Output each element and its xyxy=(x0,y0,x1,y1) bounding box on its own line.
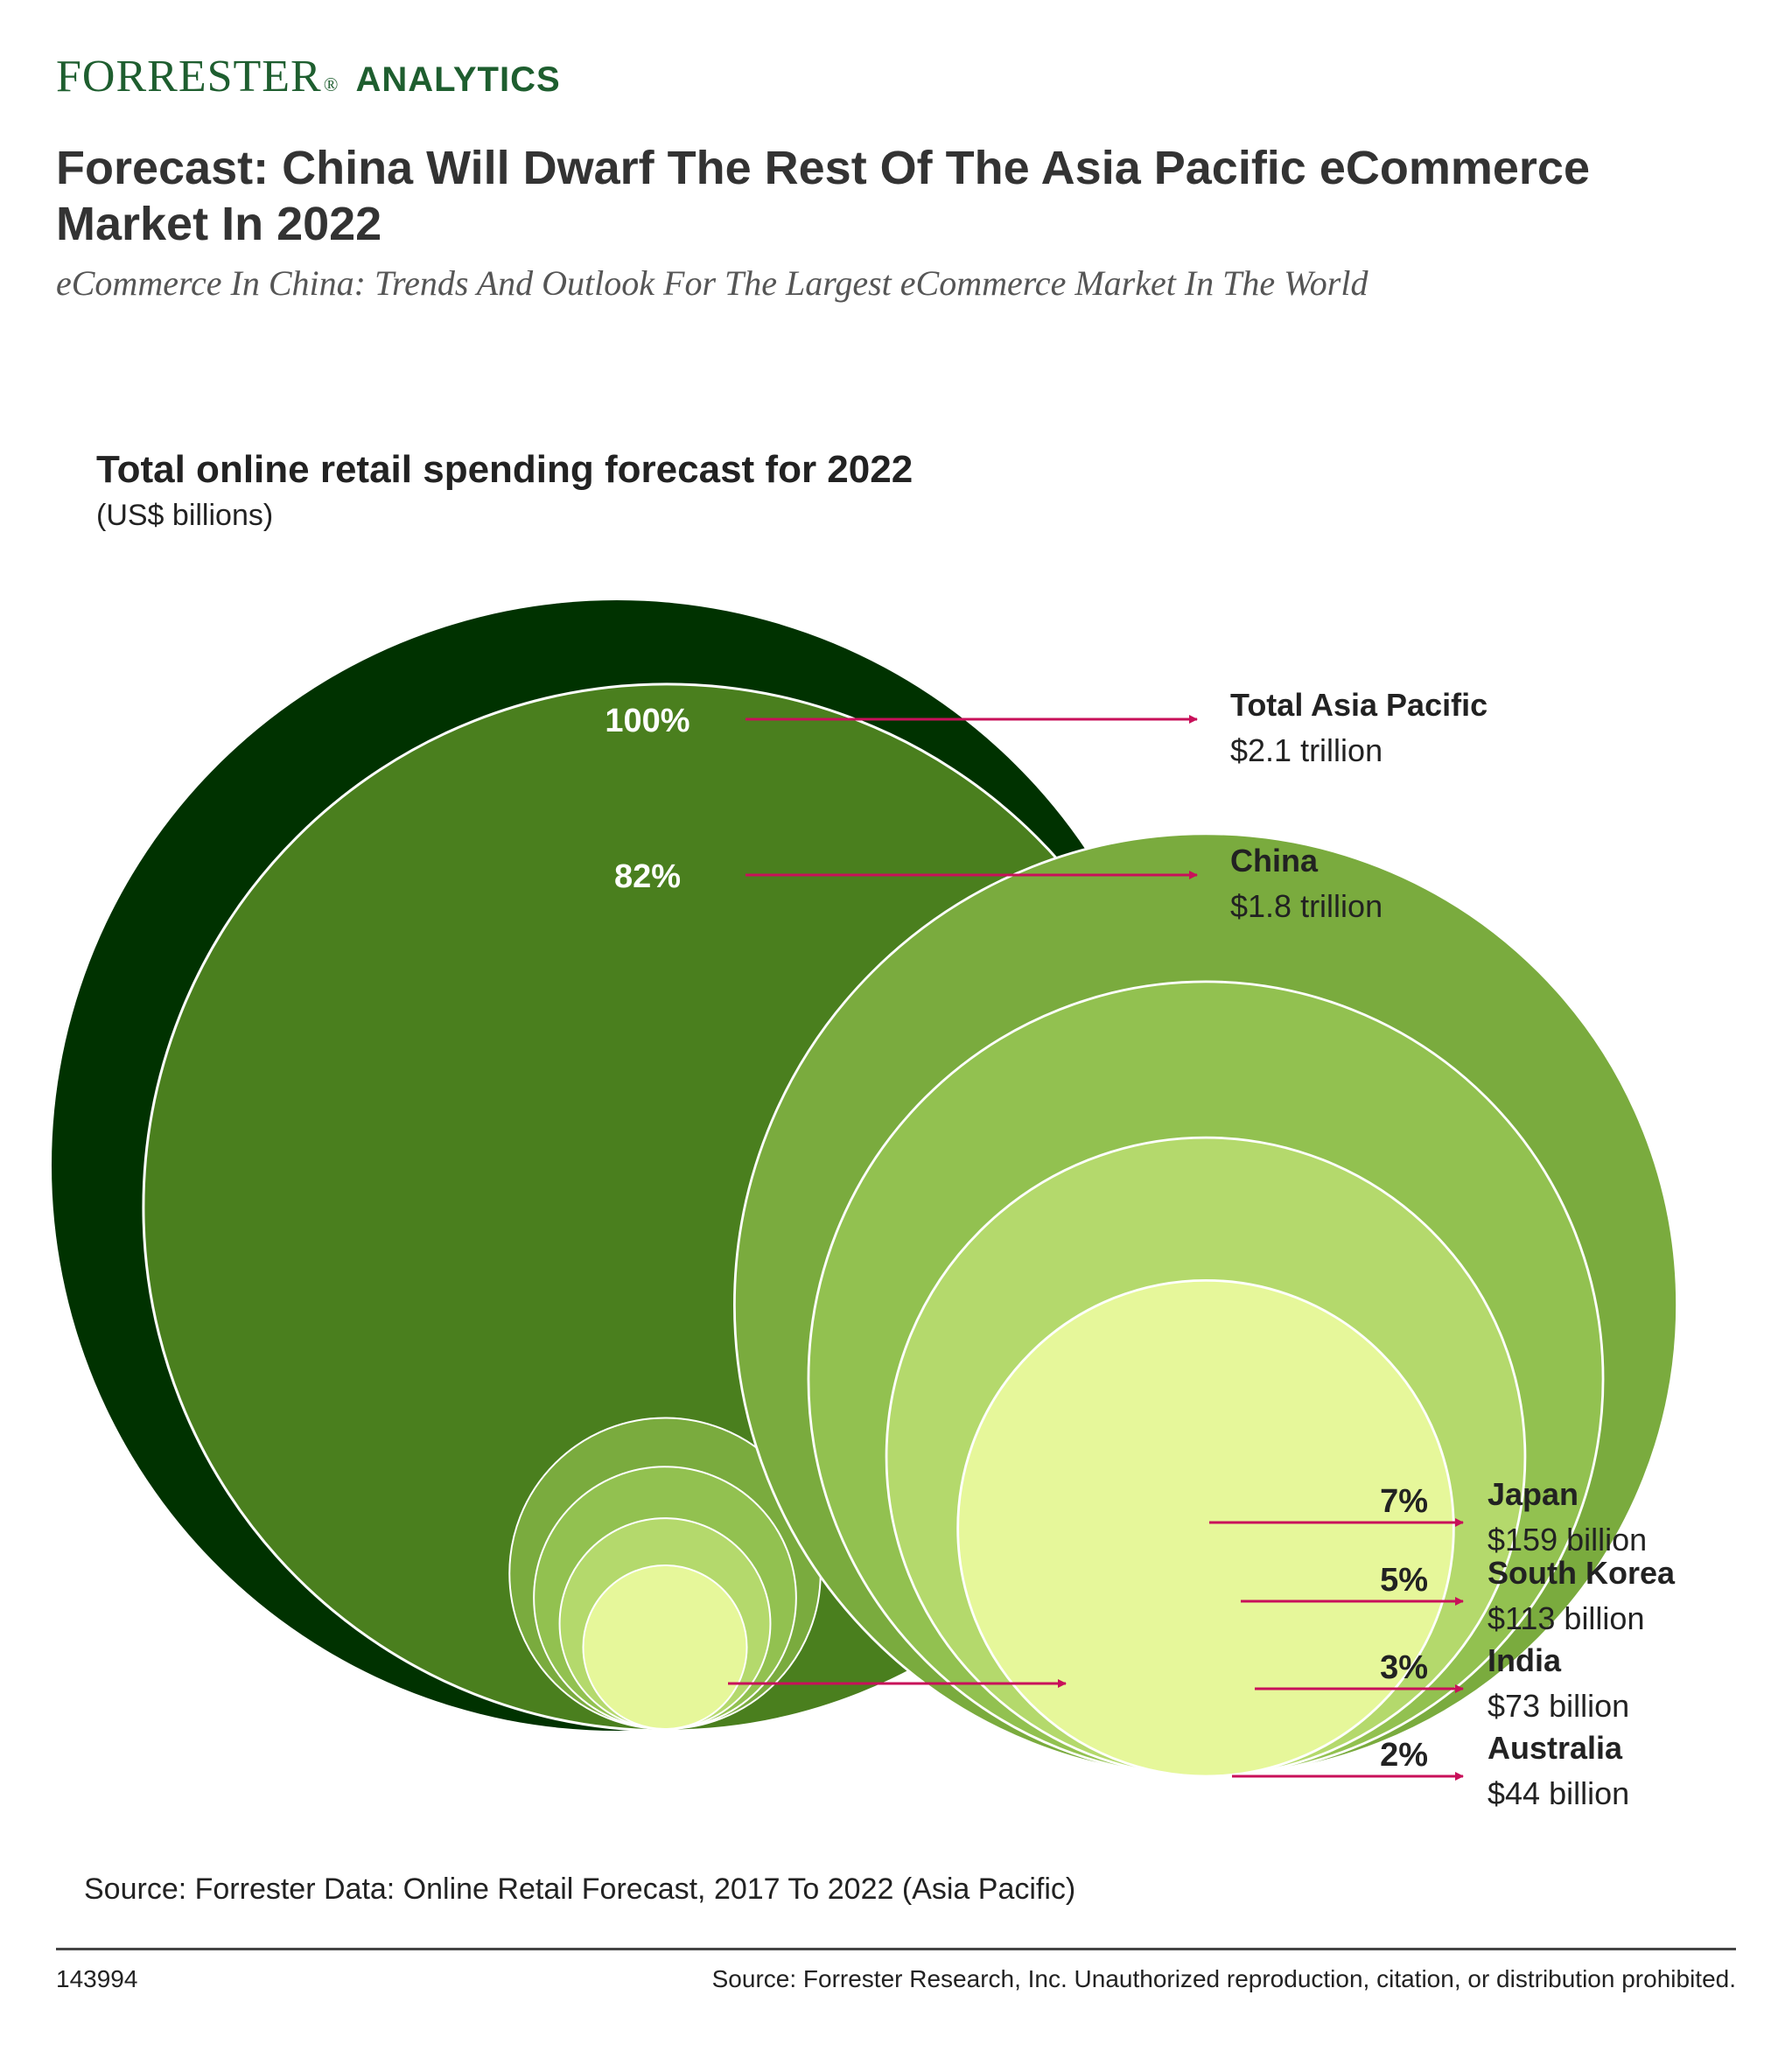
bubble-zoom-australia xyxy=(956,1278,1455,1778)
share-label-india: 3% xyxy=(1380,1649,1428,1686)
chart-title: Total online retail spending forecast fo… xyxy=(96,448,914,491)
brand-sub: ANALYTICS xyxy=(355,60,561,99)
value-label-total-asia-pacific: $2.1 trillion xyxy=(1230,732,1382,768)
brand-name: FORRESTER xyxy=(56,52,322,102)
name-label-japan: Japan xyxy=(1488,1476,1578,1512)
value-label-china: $1.8 trillion xyxy=(1230,888,1382,924)
bubble-small-australia xyxy=(582,1564,748,1731)
name-label-china: China xyxy=(1230,843,1319,878)
labels-group: 100% Total Asia Pacific $2.1 trillion 82% Ch… xyxy=(605,687,1676,1811)
value-label-south-korea: $113 billion xyxy=(1488,1600,1644,1636)
share-label-south-korea: 5% xyxy=(1380,1562,1428,1599)
chart-source: Source: Forrester Data: Online Retail Fo… xyxy=(84,1872,1076,1906)
value-label-japan: $159 billion xyxy=(1488,1522,1647,1558)
name-label-south-korea: South Korea xyxy=(1488,1555,1676,1591)
name-label-total-asia-pacific: Total Asia Pacific xyxy=(1230,687,1488,723)
page-title: Forecast: China Will Dwarf The Rest Of T… xyxy=(56,142,1590,250)
value-label-australia: $44 billion xyxy=(1488,1775,1629,1811)
brand-registered-mark: ® xyxy=(323,74,339,95)
footer-note: Source: Forrester Research, Inc. Unautho… xyxy=(711,1965,1736,1992)
name-label-australia: Australia xyxy=(1488,1730,1623,1766)
share-label-australia: 2% xyxy=(1380,1737,1428,1774)
share-label-total-asia-pacific: 100% xyxy=(605,703,690,739)
footer-divider xyxy=(56,1948,1736,1950)
bubbles-group xyxy=(52,600,1678,1778)
chart-unit: (US$ billions) xyxy=(96,499,274,532)
value-label-india: $73 billion xyxy=(1488,1688,1629,1724)
name-label-india: India xyxy=(1488,1642,1562,1678)
page-subtitle: eCommerce In China: Trends And Outlook F… xyxy=(56,263,1368,303)
brand-logo: FORRESTER ® ANALYTICS xyxy=(56,51,561,103)
share-label-japan: 7% xyxy=(1380,1483,1428,1520)
share-label-china: 82% xyxy=(614,858,681,895)
arrows-group xyxy=(728,715,1464,1781)
footer-id: 143994 xyxy=(56,1965,138,1992)
